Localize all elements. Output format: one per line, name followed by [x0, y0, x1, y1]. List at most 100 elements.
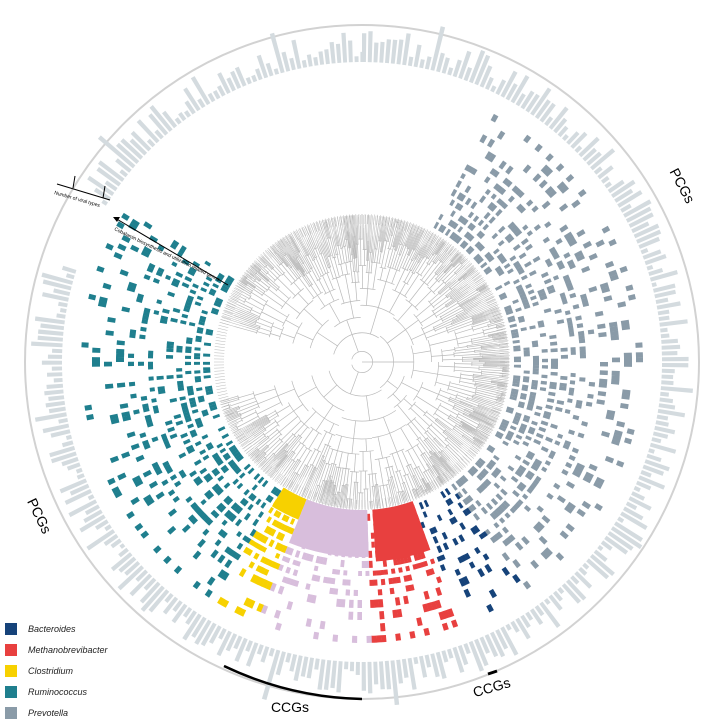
heat-cell: [468, 212, 474, 219]
tree-branch: [446, 447, 460, 461]
heat-cell: [190, 289, 197, 294]
tree-leaf: [408, 223, 409, 225]
outer-bar: [544, 598, 551, 605]
heat-cell: [357, 612, 362, 620]
tree-leaf: [500, 351, 508, 352]
tree-branch: [483, 327, 497, 331]
tree-tip: [410, 223, 414, 232]
tree-leaf: [307, 226, 308, 228]
tree-arc: [281, 297, 291, 309]
heat-cell: [183, 439, 191, 445]
tree-branch: [449, 386, 475, 393]
heat-cell: [116, 358, 124, 363]
heat-cell: [381, 579, 386, 585]
tree-leaf: [416, 496, 417, 498]
tree-leaf: [502, 400, 504, 401]
tree-leaf: [325, 220, 326, 222]
heat-cell: [139, 432, 146, 438]
heat-cell: [457, 226, 463, 233]
heat-cell: [182, 524, 191, 533]
heat-cell: [167, 375, 174, 379]
outer-bar: [49, 407, 66, 414]
tree-branch: [389, 467, 392, 477]
tree-leaf: [461, 445, 475, 456]
heat-cell: [423, 511, 428, 518]
outer-bar: [662, 369, 675, 373]
tree-tip: [215, 344, 225, 345]
outer-bar: [313, 57, 318, 66]
heat-cell: [589, 464, 598, 472]
heat-cell: [379, 611, 384, 619]
heat-cell: [170, 474, 177, 481]
legend-swatch: [5, 665, 17, 677]
tree-arc: [428, 301, 434, 308]
tree-tip: [337, 216, 339, 226]
tree-branch: [370, 308, 378, 334]
legend-swatch: [5, 686, 17, 698]
tree-leaf: [399, 220, 400, 222]
outer-bar: [251, 75, 257, 83]
heat-cell: [510, 425, 517, 430]
heat-cell: [258, 511, 264, 518]
tree-leaf: [339, 217, 340, 223]
heat-cell: [235, 519, 242, 527]
heat-cell: [477, 568, 485, 577]
heat-cell: [274, 610, 281, 619]
outer-bar: [662, 375, 674, 380]
tree-arc: [329, 371, 381, 396]
heat-cell: [617, 301, 626, 308]
tree-branch: [379, 252, 381, 263]
tree-leaf: [226, 417, 228, 418]
tree-tip: [214, 371, 224, 372]
tree-tip: [407, 492, 410, 502]
heat-cell: [419, 502, 424, 510]
tree-branch: [454, 351, 475, 353]
heat-cell: [176, 374, 182, 378]
tree-branch: [396, 472, 402, 492]
heat-cell: [570, 380, 575, 384]
legend-item-ruminococcus: Ruminococcus: [5, 681, 165, 702]
heat-cell: [442, 532, 448, 540]
heat-cell: [255, 499, 261, 506]
viral-types-label: Number of viral types: [53, 190, 101, 209]
heat-cell: [203, 354, 210, 357]
heat-cell: [545, 460, 551, 466]
tree-branch: [328, 449, 333, 464]
heat-cell: [493, 248, 500, 254]
tree-branch: [255, 287, 264, 293]
outer-bar: [58, 302, 68, 308]
heat-cell: [266, 516, 272, 523]
heat-cell: [557, 495, 566, 503]
heat-cell: [525, 435, 532, 441]
tree-branch: [342, 248, 345, 263]
tree-branch: [436, 382, 449, 386]
tree-branch: [259, 318, 273, 324]
outer-bar: [52, 349, 62, 353]
heat-cell: [193, 581, 201, 590]
heat-cell: [542, 365, 548, 369]
legend-label: Clostridium: [28, 666, 73, 676]
heat-cell: [547, 398, 555, 403]
tree-branch: [334, 451, 338, 464]
tree-branch: [345, 275, 350, 302]
tree-branch: [330, 291, 335, 301]
heat-cell: [329, 588, 334, 595]
heat-cell: [589, 253, 598, 261]
outer-bar: [40, 323, 64, 330]
tree-branch: [436, 421, 446, 429]
heat-cell: [515, 455, 522, 461]
tree-tip: [215, 374, 225, 375]
heat-cell: [521, 238, 529, 245]
heat-cell: [550, 342, 557, 346]
heat-cell: [551, 359, 558, 363]
tree-branch: [247, 278, 265, 291]
tree-leaf: [426, 492, 427, 494]
tree-branch: [328, 434, 333, 445]
heat-cell: [348, 612, 353, 620]
tree-branch: [345, 246, 348, 262]
outer-bar: [274, 68, 279, 75]
heat-cell: [254, 473, 261, 480]
outer-bar: [659, 398, 673, 404]
heat-cell: [532, 301, 539, 306]
outer-bar: [355, 56, 359, 62]
